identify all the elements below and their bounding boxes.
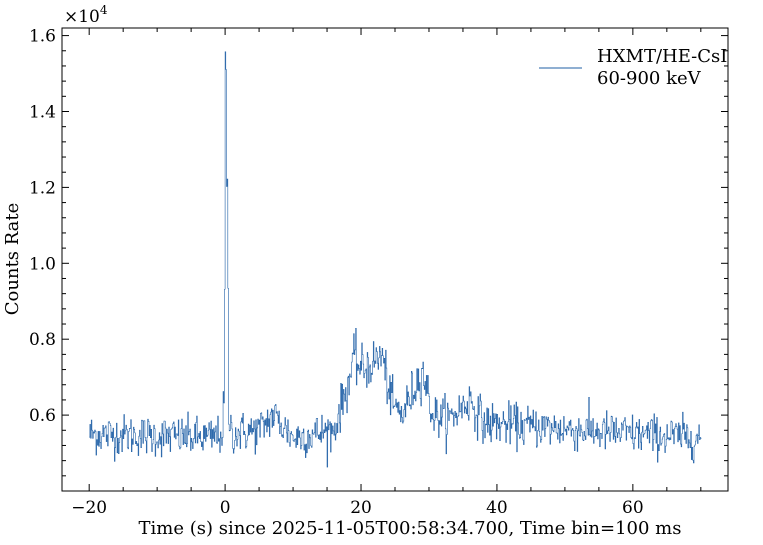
y-axis-label: Counts Rate [2,203,23,316]
series-line-hxmt-he-csi [89,51,702,468]
x-tick-label: 40 [486,498,508,518]
x-tick-label: 20 [350,498,372,518]
legend-series-name: HXMT/HE-CsI [597,46,727,67]
series-group [89,51,702,468]
legend: HXMT/HE-CsI 60-900 keV [539,46,727,89]
y-tick-label: 1.4 [29,102,56,122]
x-tick-label: 0 [220,498,231,518]
y-tick-label: 1.2 [29,178,56,198]
legend-series-energy: 60-900 keV [597,68,702,89]
ticks-group [62,28,728,491]
x-axis-label: Time (s) since 2025-11-05T00:58:34.700, … [139,518,682,539]
y-tick-label: 1.6 [29,27,56,47]
tick-labels-group: −20 0 20 40 60 0.6 0.8 1.0 1.2 1.4 1.6 [29,27,644,518]
x-tick-label: 60 [622,498,644,518]
y-tick-label: 0.8 [29,330,56,350]
x-tick-label: −20 [71,498,107,518]
y-tick-label: 0.6 [29,406,56,426]
y-tick-label: 1.0 [29,254,56,274]
y-multiplier-label: ×104 [64,3,108,27]
